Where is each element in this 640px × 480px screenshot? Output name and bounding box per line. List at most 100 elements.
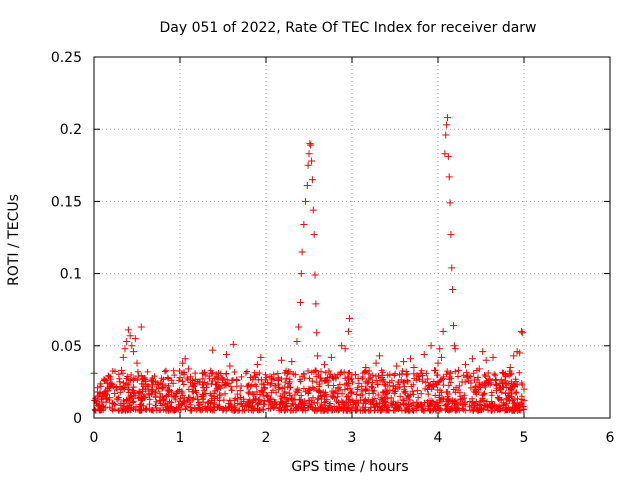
data-point-marker [520,385,528,393]
data-point-marker [348,388,356,396]
noise-marker [509,397,516,404]
noise-marker [125,376,132,383]
noise-marker [144,368,151,375]
noise-marker [251,373,258,380]
data-point-marker [188,382,196,390]
data-point-marker [338,342,346,350]
noise-marker [236,407,243,414]
noise-marker [190,395,197,402]
noise-marker [118,385,125,392]
noise-marker [227,401,234,408]
noise-marker [153,404,160,411]
noise-marker [379,369,386,376]
noise-marker [326,402,333,409]
data-point-marker [362,363,370,371]
data-point-marker [462,361,470,369]
noise-marker [488,407,495,414]
data-point-marker [102,398,110,406]
noise-marker [505,394,512,401]
noise-marker [350,401,357,408]
noise-marker [413,377,420,384]
noise-marker [244,368,251,375]
data-point-marker [274,376,282,384]
data-point-marker [308,157,316,165]
noise-marker [161,368,168,375]
data-point-marker [288,358,296,366]
noise-marker [231,402,238,409]
noise-marker [153,398,160,405]
noise-marker [219,407,226,414]
noise-marker [314,396,321,403]
noise-marker [485,369,492,376]
noise-marker [498,376,505,383]
noise-marker [432,406,439,413]
data-point-marker [166,387,174,395]
noise-marker [192,370,199,377]
noise-marker [246,389,253,396]
data-point-marker [518,329,526,337]
noise-marker [157,400,164,407]
noise-marker [231,397,238,404]
noise-marker [262,371,269,378]
noise-marker [306,375,313,382]
noise-marker [254,401,261,408]
noise-marker [488,389,495,396]
noise-marker [442,407,449,414]
data-point-marker [307,141,315,149]
noise-marker [479,381,486,388]
noise-marker [279,385,286,392]
noise-marker [176,398,183,405]
noise-marker [488,379,495,386]
y-tick-label: 0.2 [60,122,82,138]
noise-marker [151,373,158,380]
noise-marker [482,373,489,380]
noise-marker [399,368,406,375]
background-noise-band [91,367,527,414]
data-point-marker [140,375,148,383]
data-point-marker [169,379,177,387]
noise-marker [296,401,303,408]
data-point-marker [284,368,292,376]
noise-marker [153,383,160,390]
noise-marker [203,405,210,412]
noise-marker [386,387,393,394]
data-point-marker [406,355,414,363]
noise-marker [272,382,279,389]
noise-marker [440,382,447,389]
noise-marker [352,407,359,414]
noise-marker [413,372,420,379]
data-point-marker [379,378,387,386]
data-point-marker [229,340,237,348]
noise-marker [125,398,132,405]
x-tick-label: 2 [262,430,271,446]
data-point-marker [181,355,189,363]
noise-marker [101,376,108,383]
noise-marker [228,404,235,411]
data-point-marker [331,372,339,380]
noise-marker [502,380,509,387]
noise-marker [313,387,320,394]
noise-marker [447,406,454,413]
data-point-marker [443,114,451,122]
noise-marker [321,392,328,399]
x-tick-label: 3 [348,430,357,446]
data-point-marker [119,353,127,361]
noise-marker [475,374,482,381]
noise-marker [337,369,344,376]
data-point-marker [198,369,206,377]
noise-marker [425,383,432,390]
noise-marker [478,397,485,404]
noise-marker [211,407,218,414]
noise-marker [491,371,498,378]
data-point-marker [445,173,453,181]
noise-marker [470,404,477,411]
data-point-marker [142,385,150,393]
noise-marker [238,373,245,380]
noise-marker [234,400,241,407]
noise-marker [313,373,320,380]
noise-marker [481,390,488,397]
noise-marker [331,403,338,410]
noise-marker [489,400,496,407]
noise-marker [476,406,483,413]
